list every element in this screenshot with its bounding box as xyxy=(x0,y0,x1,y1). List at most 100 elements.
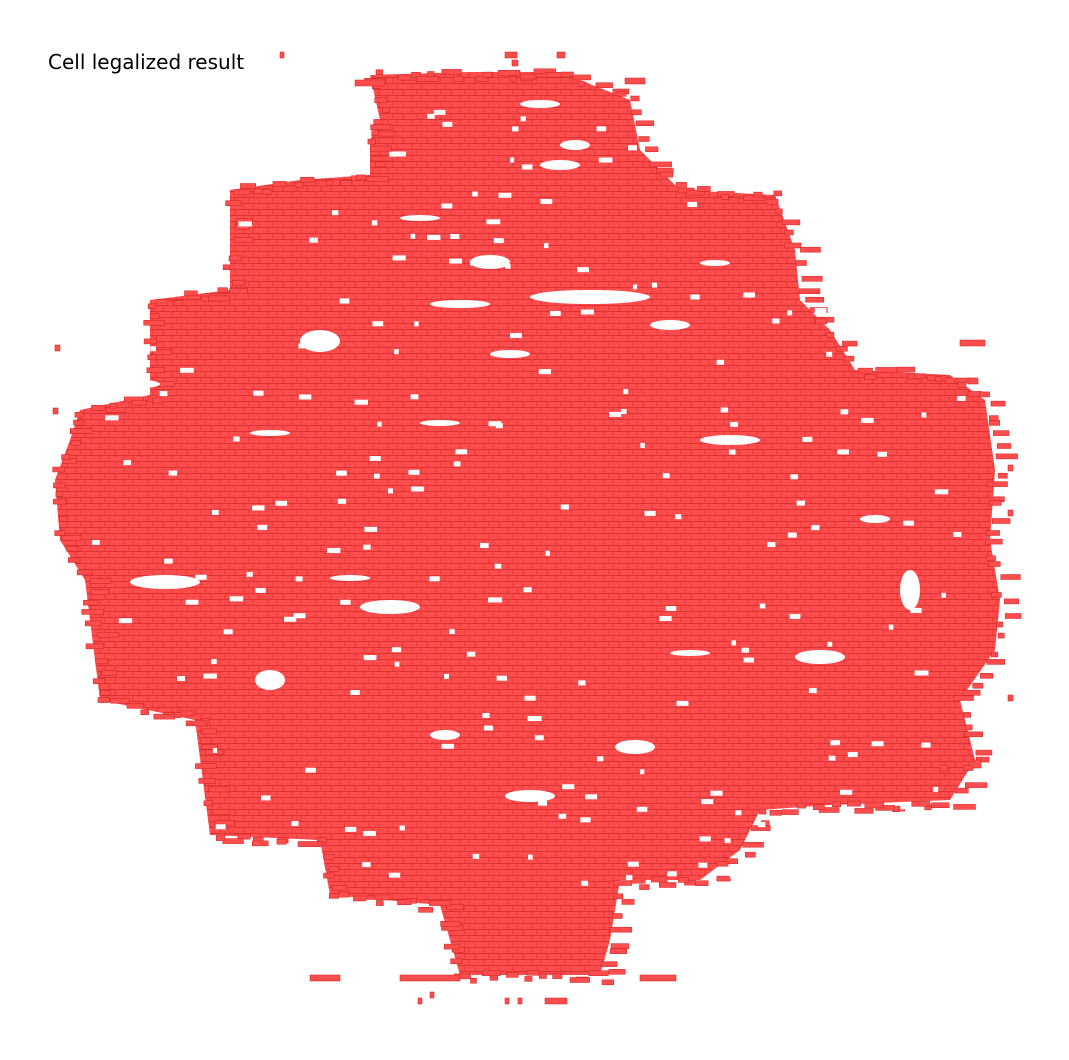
gap xyxy=(90,684,98,690)
gap xyxy=(941,592,946,598)
edge-cell xyxy=(964,731,983,738)
gap xyxy=(441,743,454,749)
stray-cell xyxy=(1007,694,1014,702)
gap xyxy=(933,786,939,792)
edge-cell xyxy=(963,765,974,771)
edge-cell xyxy=(140,709,149,716)
gap xyxy=(427,113,435,119)
gap xyxy=(625,875,633,881)
edge-cell xyxy=(991,651,998,658)
edge-cell xyxy=(649,161,672,168)
edge-cell xyxy=(784,242,802,249)
edge-cell xyxy=(366,176,389,182)
gap xyxy=(839,854,853,860)
gap xyxy=(392,255,406,261)
edge-cell xyxy=(911,801,931,807)
edge-cell xyxy=(975,756,990,763)
edge-cell xyxy=(758,808,767,815)
edge-cell xyxy=(997,472,1008,479)
edge-cell xyxy=(677,877,689,883)
edge-cell xyxy=(986,659,1005,665)
edge-cell xyxy=(300,176,315,183)
edge-cell xyxy=(147,303,156,310)
gap xyxy=(339,298,350,304)
gap xyxy=(442,121,453,127)
stray-cell xyxy=(972,759,982,769)
gap xyxy=(366,899,376,905)
gap xyxy=(388,872,401,878)
gap xyxy=(261,795,271,801)
edge-cell xyxy=(989,420,1000,426)
edge-cell xyxy=(965,724,973,731)
gap xyxy=(758,822,766,828)
gap xyxy=(195,574,207,580)
edge-cell xyxy=(229,288,248,294)
edge-cell xyxy=(753,191,763,198)
gap xyxy=(667,871,677,877)
stray-cell xyxy=(639,974,677,982)
edge-cell xyxy=(612,880,632,886)
gap xyxy=(767,542,776,547)
gap xyxy=(151,805,162,811)
edge-cell xyxy=(81,609,104,615)
edge-cell xyxy=(147,354,157,361)
gap xyxy=(811,525,820,531)
gap xyxy=(257,524,268,530)
gap xyxy=(871,741,884,747)
edge-cell xyxy=(126,703,145,709)
edge-cell xyxy=(638,136,650,142)
gap xyxy=(466,651,476,657)
gap xyxy=(743,292,755,298)
gap xyxy=(388,488,393,494)
gap xyxy=(866,103,876,108)
gap xyxy=(921,742,931,748)
edge-cell xyxy=(375,161,386,168)
stray-cell xyxy=(504,51,518,59)
gap xyxy=(429,576,440,582)
gap xyxy=(701,799,714,805)
edge-cell xyxy=(985,530,1000,536)
gap xyxy=(488,421,502,427)
gap xyxy=(291,821,299,827)
edge-cell xyxy=(397,899,412,905)
edge-cell xyxy=(184,290,198,297)
gap xyxy=(180,367,194,373)
gap xyxy=(150,346,156,352)
gap xyxy=(295,576,303,582)
gap xyxy=(337,498,347,504)
gap xyxy=(246,571,253,577)
gap xyxy=(928,102,941,108)
gap xyxy=(837,449,849,455)
gap xyxy=(963,908,971,914)
stray-cells-group xyxy=(52,51,1014,1005)
edge-cell xyxy=(61,454,70,460)
gap xyxy=(110,708,115,714)
gap xyxy=(577,267,589,273)
gap xyxy=(858,213,865,219)
edge-cell xyxy=(572,74,591,81)
stray-cell xyxy=(399,974,461,982)
gap xyxy=(427,234,441,240)
gap xyxy=(609,411,622,417)
edge-cell xyxy=(979,391,990,398)
gap xyxy=(408,469,420,475)
edge-cell xyxy=(212,809,230,815)
edge-cell xyxy=(90,578,112,584)
edge-cell xyxy=(854,808,874,814)
gap xyxy=(211,509,219,515)
gap xyxy=(371,220,378,226)
edge-cell xyxy=(953,695,974,701)
edge-cell xyxy=(374,97,387,103)
edge-cell xyxy=(418,907,433,913)
edge-cell xyxy=(864,374,877,380)
gap xyxy=(743,657,754,663)
gap xyxy=(636,806,648,812)
gap xyxy=(449,629,455,635)
edge-cell xyxy=(645,146,659,153)
empty-region xyxy=(700,435,760,445)
edge-cell xyxy=(773,190,783,197)
edge-cell xyxy=(813,804,825,811)
edge-cell xyxy=(775,208,783,215)
gap xyxy=(558,813,567,819)
stray-cell xyxy=(417,997,423,1005)
